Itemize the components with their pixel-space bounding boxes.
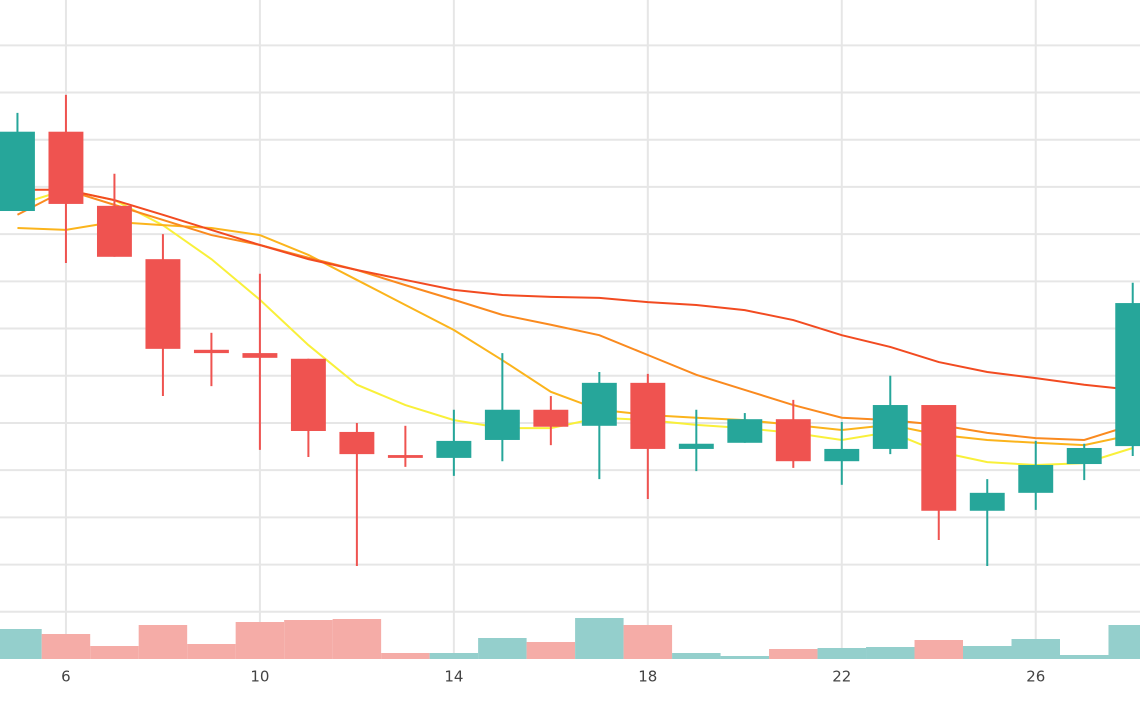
x-tick-label: 22 xyxy=(832,668,851,686)
volume-bar xyxy=(90,646,139,659)
volume-bar xyxy=(1059,655,1109,659)
volume-bar xyxy=(429,653,479,659)
x-tick-label: 10 xyxy=(250,668,269,686)
candle-body xyxy=(387,455,423,458)
volume-bar xyxy=(1108,625,1140,659)
candle-body xyxy=(581,382,617,426)
candle-body xyxy=(242,353,278,358)
x-tick-label: 14 xyxy=(444,668,463,686)
candle-body xyxy=(193,349,229,354)
x-tick-label: 18 xyxy=(638,668,657,686)
candle-body xyxy=(969,492,1005,511)
volume-bar xyxy=(623,625,673,659)
x-tick-label: 26 xyxy=(1026,668,1045,686)
candle-body xyxy=(145,259,181,349)
volume-bar xyxy=(1011,639,1060,659)
candle-body xyxy=(824,448,860,462)
volume-bar xyxy=(138,625,188,659)
candle-body xyxy=(727,419,763,443)
ma-line xyxy=(16,188,1134,441)
candle-body xyxy=(0,131,35,212)
candle-body xyxy=(678,443,714,449)
volume-bar xyxy=(235,622,285,659)
candle-body xyxy=(436,440,472,458)
candle-body xyxy=(775,419,811,462)
candle-body xyxy=(1018,464,1054,493)
volume-bar xyxy=(478,638,527,659)
candle-body xyxy=(339,431,375,455)
volume-bar xyxy=(526,642,576,659)
candle-body xyxy=(921,405,957,511)
volume-bar xyxy=(914,640,964,659)
volume-bar xyxy=(381,653,430,659)
volume-bar xyxy=(963,646,1012,659)
candle-body xyxy=(872,405,908,449)
ma-line xyxy=(17,188,1133,391)
candle-body xyxy=(96,205,132,257)
volume-bar xyxy=(720,656,770,659)
candle-body xyxy=(48,131,84,204)
x-tick-label: 6 xyxy=(61,668,71,686)
ma-line xyxy=(17,220,1133,447)
volume-bar xyxy=(187,644,236,659)
volume-bar xyxy=(769,649,818,659)
volume-bar xyxy=(866,647,915,659)
candle-body xyxy=(1066,447,1102,465)
candle-body xyxy=(630,382,666,449)
volume-bar xyxy=(817,648,867,659)
candle-body xyxy=(290,358,326,431)
candle-body xyxy=(1115,303,1140,447)
volume-bar xyxy=(332,619,382,659)
volume-bar xyxy=(672,653,721,659)
volume-bar xyxy=(284,620,333,659)
volume-bar xyxy=(41,634,91,659)
candle-body xyxy=(533,409,569,427)
candle-body xyxy=(484,409,520,440)
volume-bar xyxy=(575,618,624,659)
volume-bar xyxy=(0,629,42,659)
